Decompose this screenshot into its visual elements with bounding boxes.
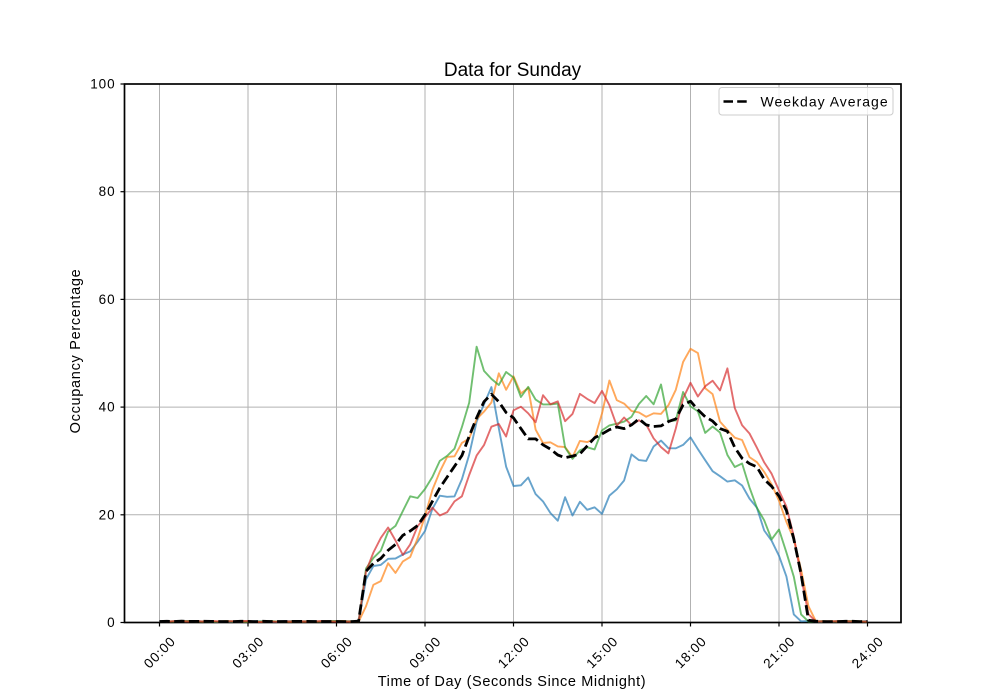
svg-text:100: 100 <box>90 77 115 92</box>
svg-text:Time of Day (Seconds Since Mid: Time of Day (Seconds Since Midnight) <box>378 674 646 690</box>
svg-text:60: 60 <box>99 292 116 307</box>
svg-text:80: 80 <box>99 184 116 199</box>
svg-text:Data for Sunday: Data for Sunday <box>444 60 582 81</box>
svg-text:40: 40 <box>99 400 116 415</box>
svg-text:20: 20 <box>99 507 116 522</box>
svg-text:Occupancy Percentage: Occupancy Percentage <box>68 269 84 434</box>
svg-text:0: 0 <box>107 615 115 630</box>
svg-text:Weekday Average: Weekday Average <box>761 94 889 110</box>
